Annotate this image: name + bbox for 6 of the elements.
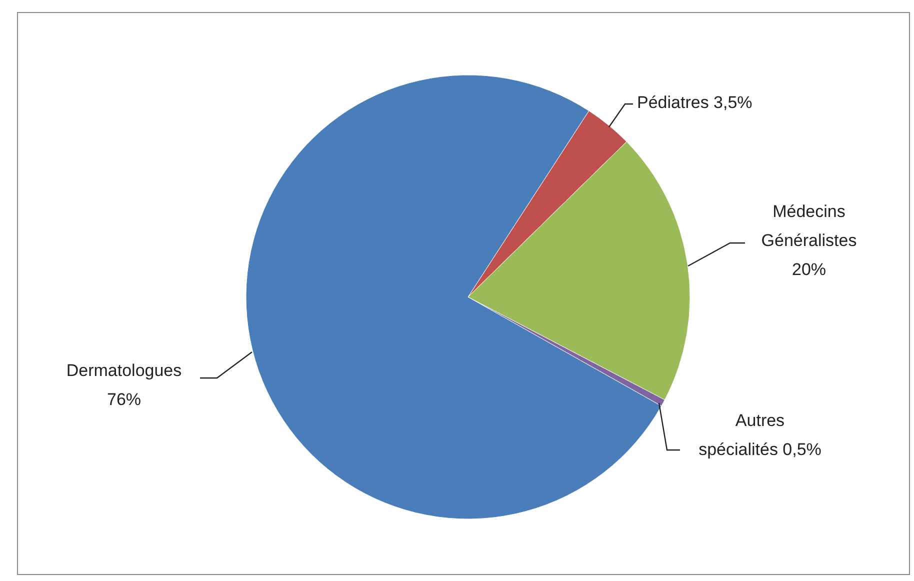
slice-label: Médecins Généralistes bbox=[761, 202, 857, 250]
slice-label: Dermatologues bbox=[66, 361, 182, 380]
slice-label: Pédiatres 3,5% bbox=[637, 93, 752, 112]
slice-label: Autres spécialités 0,5% bbox=[698, 411, 822, 460]
data-label: 20% bbox=[792, 260, 826, 280]
data-label: 76% bbox=[106, 390, 142, 410]
